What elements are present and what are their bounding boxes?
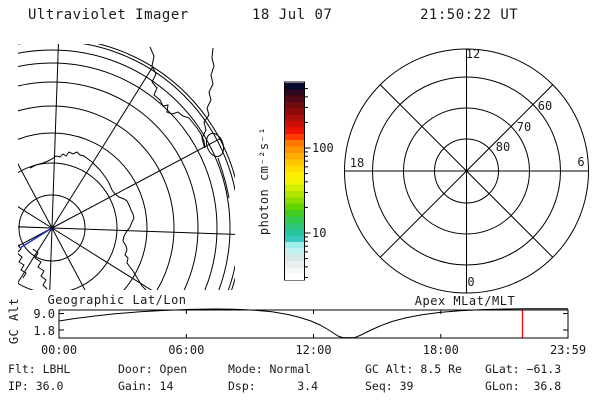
strip-xtick-12:00: 12:00 bbox=[295, 343, 332, 357]
status-door: Door: Open bbox=[118, 362, 188, 376]
coastline bbox=[201, 47, 215, 149]
colorbar-unit-label: photon cm⁻²s⁻¹ bbox=[257, 126, 271, 236]
apex-label-mlat-60: 60 bbox=[537, 99, 553, 113]
strip-xtick-23:59: 23:59 bbox=[549, 343, 587, 357]
apex-plot-caption: Apex MLat/MLT bbox=[414, 294, 516, 308]
apex-label-mlat-80: 80 bbox=[495, 140, 511, 154]
status-glat: GLat: −61.3 bbox=[485, 362, 562, 376]
apex-label-mlt-6: 6 bbox=[577, 155, 585, 169]
status-flt: Flt: LBHL bbox=[8, 362, 71, 376]
island-coastline bbox=[205, 132, 225, 158]
apex-grid bbox=[344, 48, 589, 294]
geo-plot-caption: Geographic Lat/Lon bbox=[47, 293, 187, 307]
colorbar-tick-100: 100 bbox=[312, 141, 334, 155]
time-label: 21:50:22 UT bbox=[420, 7, 519, 23]
apex-label-mlt-18: 18 bbox=[349, 156, 365, 170]
strip-ytick-1.8: 1.8 bbox=[33, 323, 55, 338]
coastline bbox=[2, 98, 7, 104]
status-dsp: Dsp: 3.4 bbox=[228, 379, 319, 393]
strip-ylabel: GC Alt bbox=[7, 297, 21, 345]
coastline bbox=[32, 248, 48, 290]
status-mode: Mode: Normal bbox=[228, 362, 312, 376]
strip-xtick-18:00: 18:00 bbox=[422, 343, 459, 357]
colorbar-tick-10: 10 bbox=[312, 226, 327, 240]
coastline bbox=[18, 244, 27, 279]
strip-ytick-9.0: 9.0 bbox=[33, 307, 55, 321]
strip-xtick-06:00: 06:00 bbox=[168, 343, 205, 357]
geo-map bbox=[2, 44, 235, 290]
date-label: 18 Jul 07 bbox=[252, 7, 333, 23]
apex-label-mlt-0: 0 bbox=[467, 275, 475, 289]
gc-alt-curve bbox=[58, 308, 569, 339]
apex-label-mlat-70: 70 bbox=[516, 120, 532, 134]
coastline bbox=[149, 46, 206, 149]
status-gain: Gain: 14 bbox=[118, 379, 174, 393]
apex-label-mlt-12: 12 bbox=[465, 47, 481, 61]
coastline bbox=[29, 151, 147, 290]
colorbar-frame bbox=[284, 81, 311, 281]
strip-xtick-00:00: 00:00 bbox=[40, 343, 78, 357]
status-glon: GLon: 36.8 bbox=[485, 379, 562, 393]
coastline bbox=[217, 157, 230, 199]
status-seq: Seq: 39 bbox=[365, 379, 414, 393]
gc-alt-strip-chart bbox=[58, 308, 569, 339]
status-gc-alt: GC Alt: 8.5 Re bbox=[365, 362, 462, 376]
orbit-track bbox=[19, 227, 53, 249]
page-title: Ultraviolet Imager bbox=[28, 7, 189, 23]
colorbar-gradient bbox=[285, 82, 304, 280]
status-ip: IP: 36.0 bbox=[8, 379, 64, 393]
